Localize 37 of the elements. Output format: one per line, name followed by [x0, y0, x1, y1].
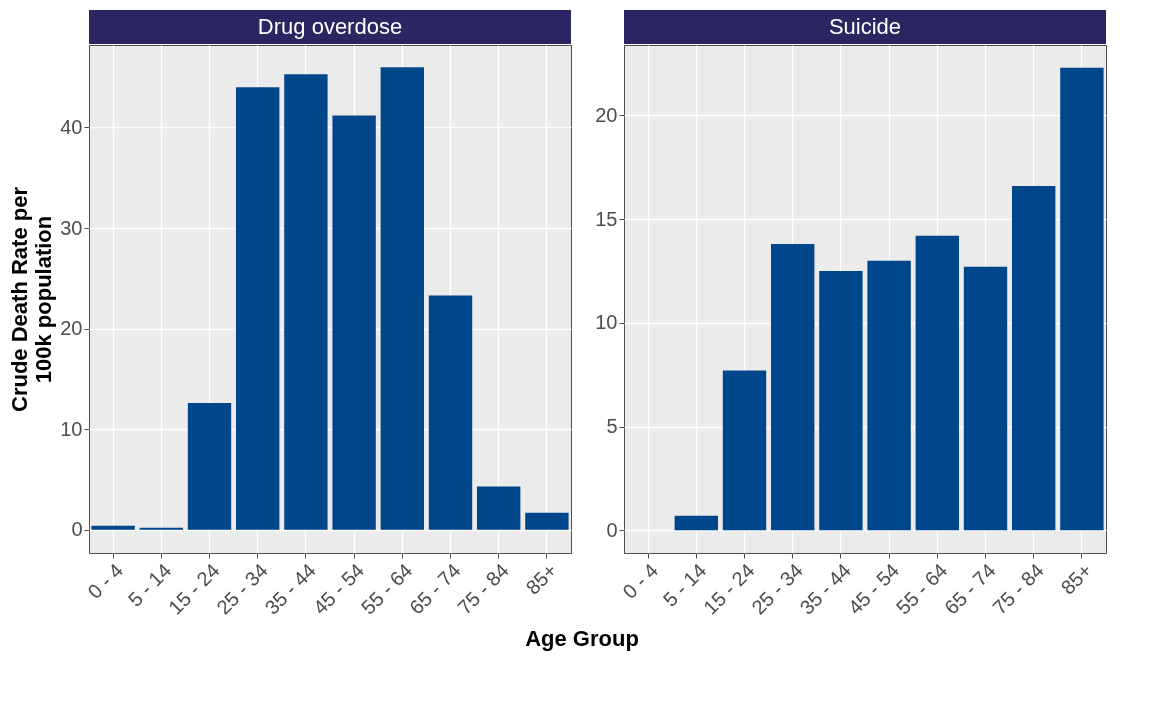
y-tick-label: 5: [606, 415, 618, 438]
y-tick-label: 0: [606, 518, 618, 541]
bar: [236, 87, 280, 530]
bar: [722, 370, 767, 531]
chart-title: Drug overdose: [257, 14, 403, 39]
y-tick-label: 20: [60, 317, 83, 340]
bar: [428, 295, 473, 530]
bar: [915, 235, 959, 531]
x-axis-title: Age Group: [525, 626, 639, 651]
bar: [525, 512, 569, 530]
bar: [380, 67, 424, 530]
x-tick-label: 85+: [1056, 559, 1097, 599]
y-tick-label: 0: [71, 518, 83, 541]
bar: [1012, 186, 1056, 531]
x-tick-label: 85+: [521, 559, 562, 599]
y-tick-label: 30: [60, 216, 83, 239]
y-axis-title: Crude Death Rate per 100k population: [7, 186, 57, 412]
bar: [1060, 67, 1104, 531]
y-tick-label: 15: [595, 207, 618, 230]
chart-title: Suicide: [828, 14, 902, 39]
bar: [477, 486, 521, 530]
bar: [867, 260, 911, 531]
bar: [963, 266, 1008, 531]
bar: [139, 527, 183, 530]
bar: [187, 403, 232, 530]
bar: [674, 515, 718, 531]
bar: [819, 271, 863, 531]
y-tick-label: 40: [60, 115, 83, 138]
x-tick-label: 0 - 4: [83, 559, 128, 603]
bar: [91, 525, 135, 530]
y-tick-label: 10: [60, 417, 83, 440]
x-tick-label: 0 - 4: [618, 559, 663, 603]
bar: [771, 244, 815, 531]
bar: [332, 115, 376, 530]
y-tick-label: 20: [595, 104, 618, 126]
y-tick-label: 10: [595, 311, 618, 334]
bar: [284, 74, 328, 530]
